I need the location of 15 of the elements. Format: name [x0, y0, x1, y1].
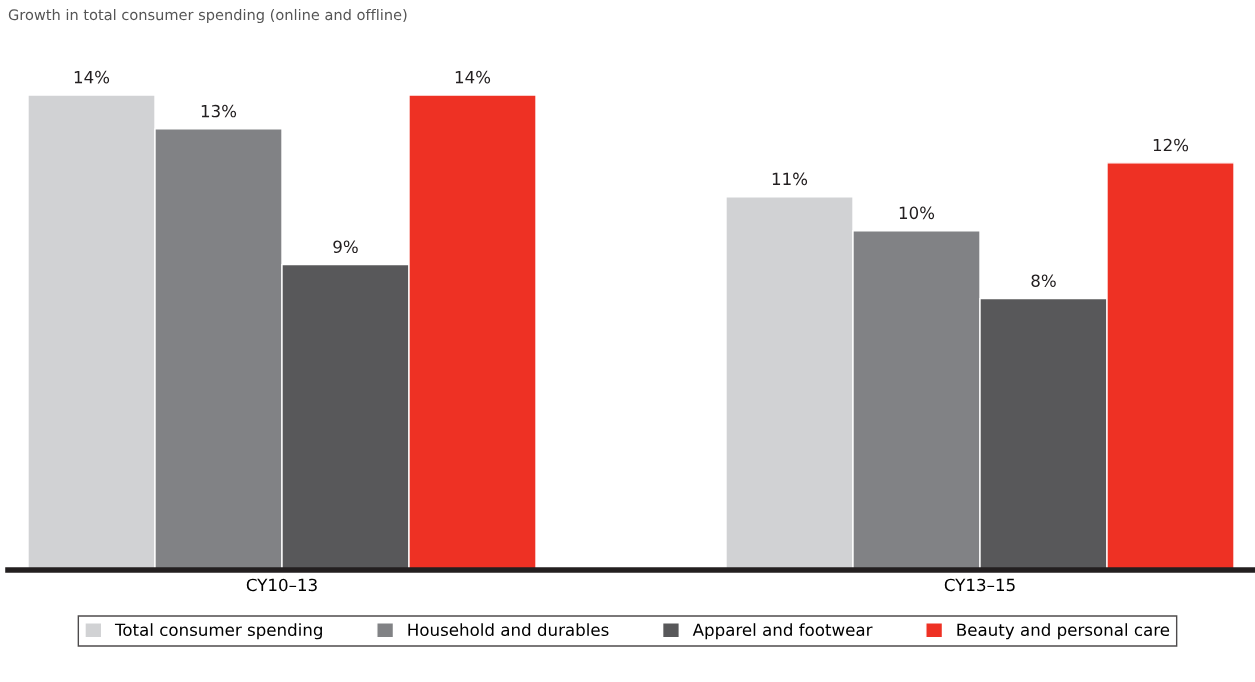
data-label: 10% [899, 206, 935, 220]
data-label: 14% [455, 70, 491, 84]
data-label: 9% [333, 240, 358, 254]
chart-title: Growth in total consumer spending (online and offline) [8, 8, 407, 24]
legend-label: Beauty and personal care [957, 623, 1170, 640]
data-label: 12% [1153, 138, 1189, 152]
x-tick-label: CY10–13 [246, 578, 317, 592]
data-label: 8% [1031, 274, 1056, 288]
legend-label: Total consumer spending [114, 623, 322, 640]
data-label: 11% [772, 172, 808, 186]
data-label: 14% [74, 70, 110, 84]
x-tick-label: CY13–15 [944, 578, 1015, 592]
data-label: 13% [201, 104, 237, 118]
legend-label: Apparel and footwear [692, 623, 873, 640]
legend-label: Household and durables [408, 623, 609, 637]
